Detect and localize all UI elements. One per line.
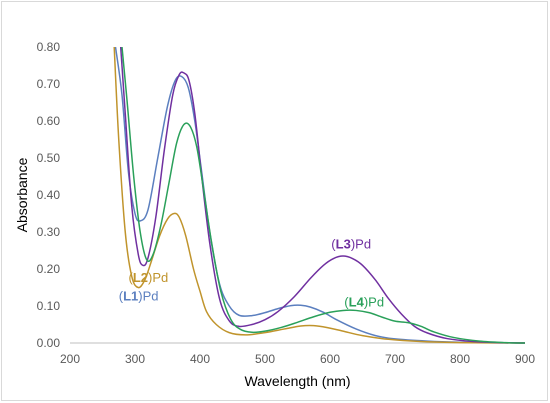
- y-tick-label: 0.60: [37, 114, 61, 128]
- series-label: (L4)Pd: [344, 295, 384, 310]
- y-tick-label: 0.00: [37, 336, 61, 350]
- y-axis-title: Absorbance: [14, 157, 30, 232]
- x-tick-label: 600: [320, 352, 340, 366]
- series-label: (L1)Pd: [119, 288, 159, 303]
- series-labels: (L1)Pd (L2)Pd (L3)Pd (L4)Pd: [119, 237, 384, 310]
- y-tick-label: 0.70: [37, 77, 61, 91]
- x-tick-label: 400: [190, 352, 210, 366]
- y-tick-labels: 0.00 0.10 0.20 0.30 0.40 0.50 0.60 0.70 0.80: [37, 40, 61, 350]
- x-tick-label: 500: [255, 352, 275, 366]
- series-line: [114, 47, 525, 344]
- y-tick-label: 0.30: [37, 225, 61, 239]
- x-axis-title: Wavelength (nm): [244, 373, 350, 389]
- x-tick-label: 700: [385, 352, 405, 366]
- x-tick-label: 200: [60, 352, 80, 366]
- x-tick-label: 300: [125, 352, 145, 366]
- x-tick-label: 900: [515, 352, 535, 366]
- y-tick-label: 0.20: [37, 262, 61, 276]
- x-tick-label: 800: [450, 352, 470, 366]
- series-line: [113, 47, 525, 344]
- series-line: [119, 47, 525, 344]
- series-label: (L3)Pd: [331, 237, 371, 252]
- series-lines: [113, 47, 525, 344]
- y-tick-label: 0.50: [37, 151, 61, 165]
- x-tick-labels: 200 300 400 500 600 700 800 900: [60, 352, 535, 366]
- series-label: (L2)Pd: [129, 270, 169, 285]
- y-tick-label: 0.40: [37, 188, 61, 202]
- y-tick-label: 0.10: [37, 299, 61, 313]
- y-tick-label: 0.80: [37, 40, 61, 54]
- series-line: [121, 47, 525, 344]
